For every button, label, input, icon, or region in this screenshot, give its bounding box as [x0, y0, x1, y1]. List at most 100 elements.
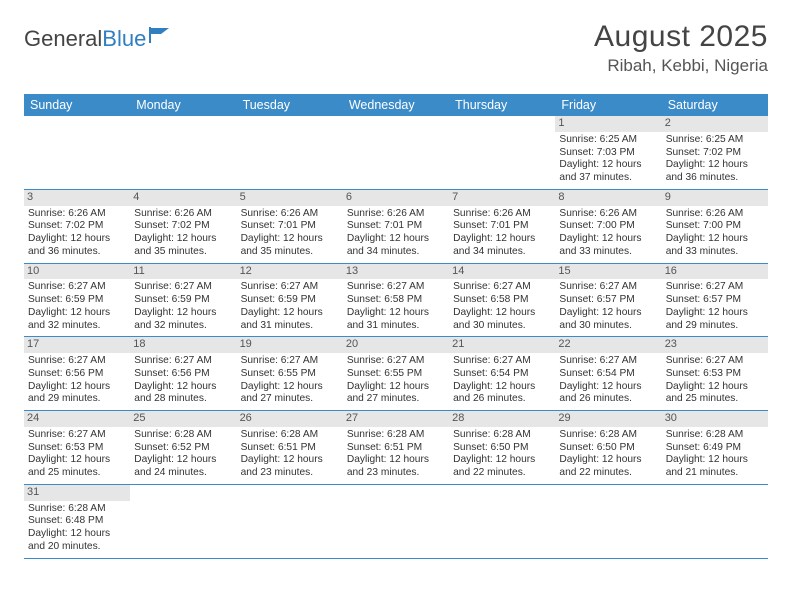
calendar-day-cell: 9Sunrise: 6:26 AMSunset: 7:00 PMDaylight… [662, 189, 768, 263]
logo: GeneralBlue [24, 26, 175, 52]
calendar-day-cell: 17Sunrise: 6:27 AMSunset: 6:56 PMDayligh… [24, 337, 130, 411]
daylight-line-1: Daylight: 12 hours [559, 233, 657, 246]
sunrise-line: Sunrise: 6:25 AM [666, 134, 764, 147]
calendar-empty-cell [662, 484, 768, 558]
sunset-line: Sunset: 6:56 PM [134, 368, 232, 381]
calendar-day-cell: 26Sunrise: 6:28 AMSunset: 6:51 PMDayligh… [237, 411, 343, 485]
calendar-day-cell: 15Sunrise: 6:27 AMSunset: 6:57 PMDayligh… [555, 263, 661, 337]
day-number: 16 [662, 264, 768, 280]
daylight-line-1: Daylight: 12 hours [28, 381, 126, 394]
calendar-row: 31Sunrise: 6:28 AMSunset: 6:48 PMDayligh… [24, 484, 768, 558]
sunrise-line: Sunrise: 6:27 AM [134, 281, 232, 294]
daylight-line-1: Daylight: 12 hours [134, 454, 232, 467]
sunrise-line: Sunrise: 6:28 AM [666, 429, 764, 442]
day-number: 5 [237, 190, 343, 206]
sunset-line: Sunset: 6:56 PM [28, 368, 126, 381]
calendar-day-cell: 11Sunrise: 6:27 AMSunset: 6:59 PMDayligh… [130, 263, 236, 337]
sunset-line: Sunset: 7:00 PM [559, 220, 657, 233]
calendar-day-cell: 5Sunrise: 6:26 AMSunset: 7:01 PMDaylight… [237, 189, 343, 263]
calendar-day-cell: 14Sunrise: 6:27 AMSunset: 6:58 PMDayligh… [449, 263, 555, 337]
sunset-line: Sunset: 6:48 PM [28, 515, 126, 528]
day-number: 28 [449, 411, 555, 427]
day-number: 27 [343, 411, 449, 427]
daylight-line-1: Daylight: 12 hours [453, 381, 551, 394]
daylight-line-1: Daylight: 12 hours [347, 381, 445, 394]
daylight-line-2: and 24 minutes. [134, 467, 232, 480]
daylight-line-1: Daylight: 12 hours [28, 454, 126, 467]
sunset-line: Sunset: 6:57 PM [666, 294, 764, 307]
daylight-line-2: and 30 minutes. [559, 320, 657, 333]
sunrise-line: Sunrise: 6:28 AM [453, 429, 551, 442]
daylight-line-2: and 29 minutes. [666, 320, 764, 333]
sunset-line: Sunset: 6:59 PM [241, 294, 339, 307]
weekday-header: Tuesday [237, 94, 343, 116]
sunset-line: Sunset: 6:53 PM [666, 368, 764, 381]
calendar-day-cell: 8Sunrise: 6:26 AMSunset: 7:00 PMDaylight… [555, 189, 661, 263]
sunrise-line: Sunrise: 6:25 AM [559, 134, 657, 147]
calendar-day-cell: 23Sunrise: 6:27 AMSunset: 6:53 PMDayligh… [662, 337, 768, 411]
sunset-line: Sunset: 6:59 PM [28, 294, 126, 307]
sunset-line: Sunset: 6:55 PM [347, 368, 445, 381]
calendar-empty-cell [237, 484, 343, 558]
day-number: 1 [555, 116, 661, 132]
sunrise-line: Sunrise: 6:28 AM [28, 503, 126, 516]
day-number: 2 [662, 116, 768, 132]
weekday-header: Saturday [662, 94, 768, 116]
sunrise-line: Sunrise: 6:27 AM [559, 281, 657, 294]
daylight-line-1: Daylight: 12 hours [666, 454, 764, 467]
daylight-line-2: and 36 minutes. [28, 246, 126, 259]
sunrise-line: Sunrise: 6:26 AM [134, 208, 232, 221]
sunrise-line: Sunrise: 6:27 AM [134, 355, 232, 368]
sunrise-line: Sunrise: 6:27 AM [347, 355, 445, 368]
daylight-line-1: Daylight: 12 hours [453, 454, 551, 467]
sunset-line: Sunset: 6:54 PM [559, 368, 657, 381]
day-number: 9 [662, 190, 768, 206]
daylight-line-2: and 20 minutes. [28, 541, 126, 554]
sunset-line: Sunset: 6:52 PM [134, 442, 232, 455]
daylight-line-2: and 26 minutes. [559, 393, 657, 406]
calendar-day-cell: 30Sunrise: 6:28 AMSunset: 6:49 PMDayligh… [662, 411, 768, 485]
weekday-header: Monday [130, 94, 236, 116]
daylight-line-2: and 22 minutes. [559, 467, 657, 480]
calendar-day-cell: 13Sunrise: 6:27 AMSunset: 6:58 PMDayligh… [343, 263, 449, 337]
sunrise-line: Sunrise: 6:26 AM [241, 208, 339, 221]
day-number: 4 [130, 190, 236, 206]
calendar-day-cell: 12Sunrise: 6:27 AMSunset: 6:59 PMDayligh… [237, 263, 343, 337]
daylight-line-2: and 27 minutes. [241, 393, 339, 406]
sunset-line: Sunset: 6:50 PM [453, 442, 551, 455]
sunset-line: Sunset: 7:02 PM [134, 220, 232, 233]
day-number: 22 [555, 337, 661, 353]
daylight-line-1: Daylight: 12 hours [666, 159, 764, 172]
logo-text-a: General [24, 26, 102, 52]
sunrise-line: Sunrise: 6:28 AM [241, 429, 339, 442]
calendar-day-cell: 31Sunrise: 6:28 AMSunset: 6:48 PMDayligh… [24, 484, 130, 558]
day-number: 29 [555, 411, 661, 427]
daylight-line-2: and 23 minutes. [241, 467, 339, 480]
daylight-line-2: and 37 minutes. [559, 172, 657, 185]
calendar-row: 17Sunrise: 6:27 AMSunset: 6:56 PMDayligh… [24, 337, 768, 411]
day-number: 20 [343, 337, 449, 353]
calendar-row: 24Sunrise: 6:27 AMSunset: 6:53 PMDayligh… [24, 411, 768, 485]
daylight-line-2: and 31 minutes. [347, 320, 445, 333]
sunrise-line: Sunrise: 6:27 AM [28, 355, 126, 368]
calendar-row: 3Sunrise: 6:26 AMSunset: 7:02 PMDaylight… [24, 189, 768, 263]
daylight-line-2: and 27 minutes. [347, 393, 445, 406]
calendar-day-cell: 22Sunrise: 6:27 AMSunset: 6:54 PMDayligh… [555, 337, 661, 411]
daylight-line-1: Daylight: 12 hours [134, 307, 232, 320]
daylight-line-2: and 31 minutes. [241, 320, 339, 333]
sunset-line: Sunset: 7:01 PM [241, 220, 339, 233]
day-number: 7 [449, 190, 555, 206]
daylight-line-2: and 30 minutes. [453, 320, 551, 333]
daylight-line-2: and 29 minutes. [28, 393, 126, 406]
daylight-line-2: and 26 minutes. [453, 393, 551, 406]
daylight-line-2: and 25 minutes. [28, 467, 126, 480]
month-title: August 2025 [594, 20, 768, 54]
daylight-line-1: Daylight: 12 hours [347, 233, 445, 246]
daylight-line-2: and 23 minutes. [347, 467, 445, 480]
daylight-line-1: Daylight: 12 hours [241, 381, 339, 394]
location: Ribah, Kebbi, Nigeria [594, 56, 768, 76]
sunset-line: Sunset: 6:59 PM [134, 294, 232, 307]
daylight-line-2: and 35 minutes. [134, 246, 232, 259]
daylight-line-1: Daylight: 12 hours [28, 307, 126, 320]
daylight-line-2: and 32 minutes. [28, 320, 126, 333]
